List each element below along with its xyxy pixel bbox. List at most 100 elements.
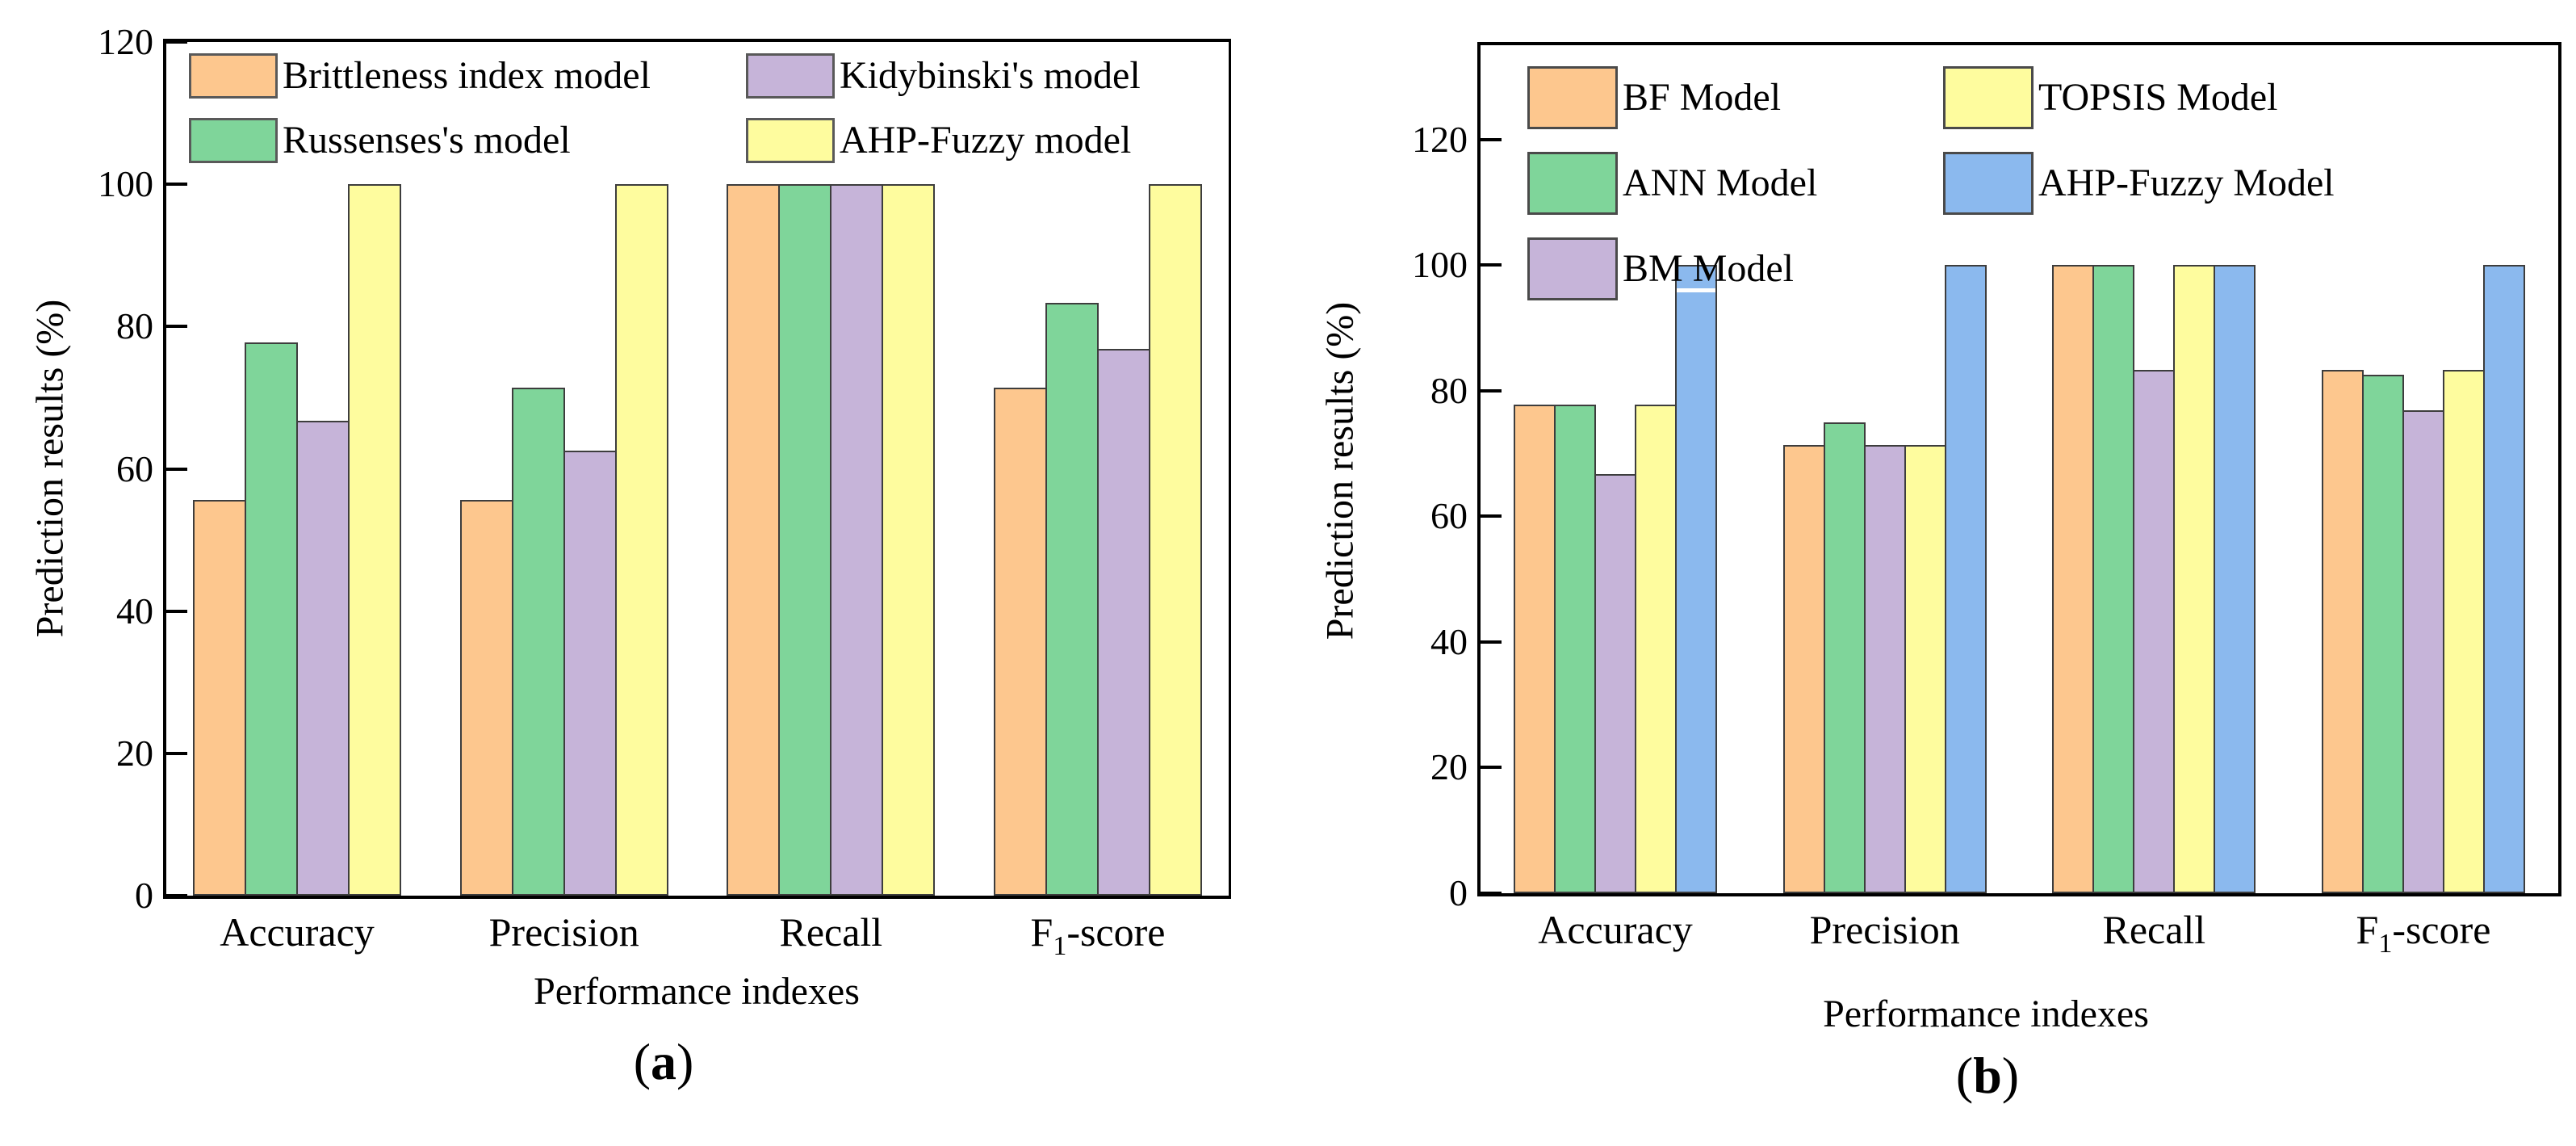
y-tick-label: 120	[1412, 118, 1468, 160]
legend-swatch-ahp-fuzzy-model	[1943, 152, 2034, 215]
legend-swatch-russenses-s-model	[189, 118, 278, 163]
bar-ahp-fuzzy-model-accuracy	[348, 184, 401, 896]
bar-brittleness-index-model-f1-score	[994, 388, 1047, 896]
bar-ann-model-precision	[1823, 422, 1866, 893]
bar-kidybinski-s-model-accuracy	[296, 421, 350, 896]
y-tick-label: 60	[1430, 495, 1468, 537]
y-tick-label: 0	[1449, 872, 1468, 913]
legend-entry-ahp-fuzzy-model: AHP-Fuzzy Model	[1943, 152, 2335, 215]
legend-column: Brittleness index model Russenses's model	[189, 53, 651, 183]
bar-ann-model-accuracy	[1554, 404, 1596, 893]
legend-column: TOPSIS Model AHP-Fuzzy Model	[1943, 66, 2335, 237]
y-tick-label: 20	[116, 732, 153, 774]
panel-b-y-axis-title: Prediction results (%)	[1318, 301, 1362, 640]
y-tick-label: 0	[135, 875, 153, 916]
y-tick-mark	[166, 183, 187, 187]
y-tick-label: 20	[1430, 746, 1468, 788]
bar-bf-model-accuracy	[1514, 404, 1556, 893]
y-tick-mark	[166, 325, 187, 329]
y-tick-mark	[166, 40, 187, 44]
bar-topsis-model-f1-score	[2443, 370, 2485, 893]
y-tick-label: 40	[116, 590, 153, 632]
bar-kidybinski-s-model-precision	[563, 451, 617, 896]
bar-bf-model-f1-score	[2322, 370, 2364, 893]
legend-label: TOPSIS Model	[2038, 76, 2278, 119]
legend-entry-ahp-fuzzy-model: AHP-Fuzzy model	[746, 118, 1141, 163]
legend-swatch-ahp-fuzzy-model	[746, 118, 835, 163]
legend-swatch-topsis-model	[1943, 66, 2034, 129]
bar-russenses-s-model-f1-score	[1045, 303, 1099, 896]
bar-russenses-s-model-recall	[778, 184, 832, 896]
bar-brittleness-index-model-precision	[459, 500, 513, 896]
x-category-label-recall: Recall	[2102, 907, 2206, 952]
x-category-label-recall: Recall	[779, 909, 883, 955]
panel-a-y-tick-labels: 0 20 40 60 80 100 120	[47, 23, 153, 914]
x-category-label-precision: Precision	[1809, 907, 1960, 952]
legend-swatch-bf-model	[1527, 66, 1618, 129]
legend-label: ANN Model	[1623, 162, 1818, 204]
bar-ahp-fuzzy-model-recall	[2214, 265, 2256, 893]
legend-label: AHP-Fuzzy model	[840, 119, 1132, 162]
bar-russenses-s-model-accuracy	[245, 342, 298, 896]
bar-topsis-model-accuracy	[1635, 404, 1677, 893]
bar-ahp-fuzzy-model-f1-score	[2483, 265, 2525, 893]
bar-group-accuracy	[191, 42, 404, 896]
bar-ahp-fuzzy-model-precision	[1944, 265, 1987, 893]
y-tick-mark	[1481, 137, 1502, 141]
legend-label: AHP-Fuzzy Model	[2038, 162, 2335, 204]
bar-ahp-fuzzy-model-accuracy	[1675, 265, 1717, 893]
legend-label: BM Model	[1623, 247, 1795, 290]
legend-entry-bm-model: BM Model	[1527, 237, 1817, 300]
x-category-label-f1-score: F1-score	[2356, 907, 2491, 959]
bar-bf-model-precision	[1782, 444, 1825, 893]
panel-b-x-axis-title: Performance indexes	[1823, 993, 2149, 1035]
legend-swatch-kidybinski-s-model	[746, 53, 835, 99]
y-tick-label: 100	[98, 163, 153, 205]
bar-topsis-model-recall	[2173, 265, 2216, 893]
y-tick-mark	[1481, 514, 1502, 518]
y-tick-label: 120	[98, 21, 153, 62]
x-category-label-precision: Precision	[488, 909, 639, 955]
bar-ahp-fuzzy-model-recall	[882, 184, 936, 896]
legend-label: BF Model	[1623, 76, 1782, 119]
panel-b-caption: (b)	[1955, 1047, 2020, 1104]
y-tick-label: 80	[116, 305, 153, 347]
legend-entry-brittleness-index-model: Brittleness index model	[189, 53, 651, 99]
bar-group-f1-score	[2318, 45, 2528, 893]
bar-group-precision	[458, 42, 671, 896]
bar-group-recall	[2049, 45, 2259, 893]
bar-bm-model-accuracy	[1594, 474, 1636, 893]
bar-bm-model-recall	[2133, 370, 2176, 893]
bar-ahp-fuzzy-model-f1-score	[1149, 184, 1202, 896]
bar-brittleness-index-model-recall	[727, 184, 781, 896]
y-tick-mark	[1481, 892, 1502, 895]
y-tick-mark	[1481, 640, 1502, 644]
bar-kidybinski-s-model-recall	[830, 184, 884, 896]
bar-brittleness-index-model-accuracy	[193, 500, 246, 896]
legend-entry-ann-model: ANN Model	[1527, 152, 1817, 215]
y-tick-label: 60	[116, 447, 153, 489]
bar-russenses-s-model-precision	[511, 388, 565, 896]
panel-b-y-tick-labels: 0 20 40 60 80 100 120	[1361, 45, 1468, 911]
y-tick-mark	[166, 467, 187, 471]
legend-column: Kidybinski's model AHP-Fuzzy model	[746, 53, 1141, 183]
y-tick-mark	[1481, 766, 1502, 770]
y-tick-label: 40	[1430, 620, 1468, 662]
x-category-label-accuracy: Accuracy	[220, 909, 375, 955]
legend-entry-topsis-model: TOPSIS Model	[1943, 66, 2335, 129]
legend-entry-kidybinski-s-model: Kidybinski's model	[746, 53, 1141, 99]
bar-ann-model-f1-score	[2362, 374, 2404, 893]
legend-swatch-ann-model	[1527, 152, 1618, 215]
bar-white-notch-artifact	[1677, 288, 1715, 293]
y-tick-mark	[166, 609, 187, 613]
x-category-label-f1-score: F1-score	[1030, 909, 1166, 961]
legend-label: Kidybinski's model	[840, 54, 1141, 97]
y-tick-mark	[1481, 263, 1502, 267]
bar-group-precision	[1780, 45, 1990, 893]
legend-swatch-bm-model	[1527, 237, 1618, 300]
panel-a-x-axis-title: Performance indexes	[534, 970, 860, 1013]
bar-group-recall	[724, 42, 937, 896]
bar-group-f1-score	[991, 42, 1204, 896]
bar-bf-model-recall	[2052, 265, 2095, 893]
